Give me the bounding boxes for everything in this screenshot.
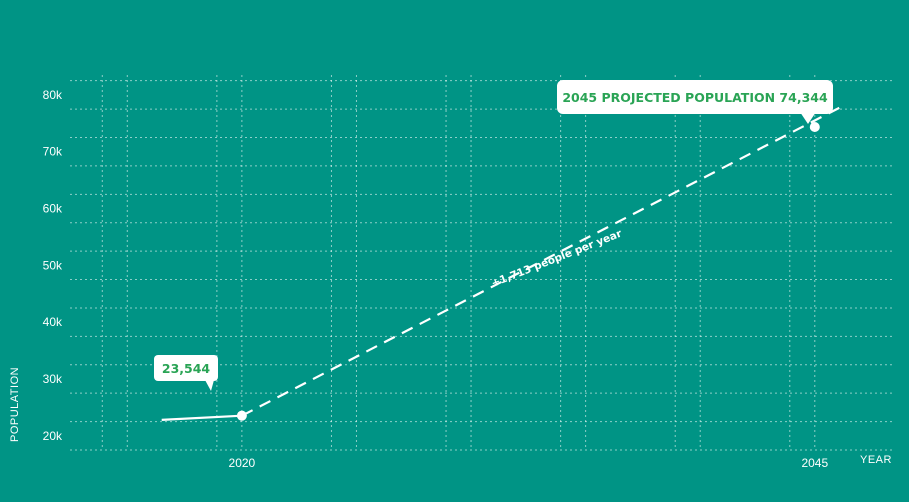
markers (236, 122, 820, 421)
x-tick-label: 2020 (229, 456, 256, 470)
data-point-marker (236, 410, 247, 421)
data-point-marker (809, 122, 820, 133)
y-tick-label: 40k (43, 315, 63, 329)
y-tick-label: 20k (43, 429, 63, 443)
y-tick-label: 50k (43, 258, 63, 272)
x-tick-label: 2045 (801, 456, 828, 470)
projection-line (241, 104, 846, 417)
callout-2045-box (557, 80, 833, 114)
callout-2020-box (154, 355, 218, 381)
axis-ticks: 20k 30k 40k 50k 60k 70k 80k 2020 2045 (43, 88, 829, 470)
x-axis-label: YEAR (860, 454, 892, 466)
growth-rate-annotation: +1,713 people per year (490, 227, 625, 289)
callout-2020: 23,544 (154, 355, 218, 391)
callout-2045-pointer (800, 112, 816, 124)
y-axis-label: POPULATION (9, 367, 21, 442)
y-tick-label: 70k (43, 145, 63, 159)
y-tick-label: 80k (43, 88, 63, 102)
series (161, 104, 846, 421)
y-tick-label: 60k (43, 202, 63, 216)
callout-2045-label: 2045 PROJECTED POPULATION 74,344 (562, 90, 828, 105)
y-tick-label: 30k (43, 372, 63, 386)
callout-2020-label: 23,544 (162, 361, 211, 376)
callout-2045: 2045 PROJECTED POPULATION 74,344 (557, 80, 833, 124)
grid (70, 75, 895, 451)
callout-2020-pointer (205, 380, 214, 391)
historical-line (161, 414, 242, 421)
